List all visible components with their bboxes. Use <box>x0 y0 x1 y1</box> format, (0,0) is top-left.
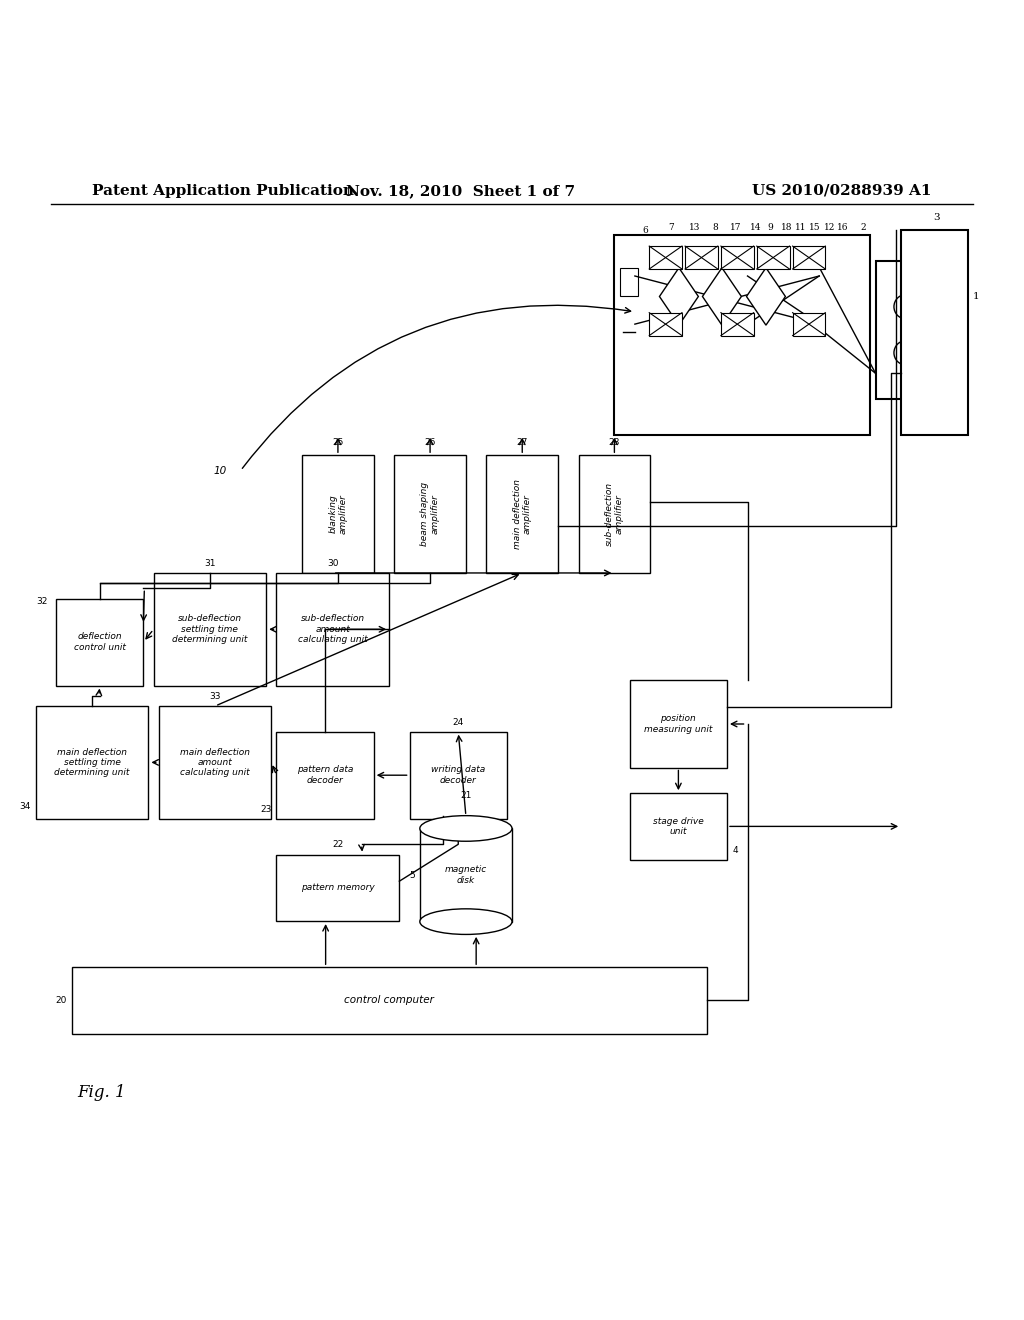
Polygon shape <box>702 268 741 325</box>
Text: magnetic
disk: magnetic disk <box>444 866 487 884</box>
Text: main deflection
amount
calculating unit: main deflection amount calculating unit <box>180 747 250 777</box>
Bar <box>276 573 389 685</box>
Text: control computer: control computer <box>344 995 434 1006</box>
Text: 1: 1 <box>973 292 979 301</box>
Text: 3: 3 <box>934 213 940 222</box>
Text: stage drive
unit: stage drive unit <box>653 817 703 836</box>
Text: 13: 13 <box>688 223 700 232</box>
Text: 20: 20 <box>55 997 67 1005</box>
Bar <box>614 235 870 434</box>
Text: 25: 25 <box>332 438 344 447</box>
Text: 7: 7 <box>668 223 674 232</box>
Text: main deflection
settling time
determining unit: main deflection settling time determinin… <box>54 747 130 777</box>
Text: 24: 24 <box>453 718 464 726</box>
Bar <box>410 731 507 818</box>
Text: 34: 34 <box>19 801 31 810</box>
Bar <box>394 455 466 573</box>
Text: deflection
control unit: deflection control unit <box>74 632 126 652</box>
Bar <box>793 246 825 269</box>
Bar <box>901 230 968 434</box>
Text: US 2010/0288939 A1: US 2010/0288939 A1 <box>753 183 932 198</box>
Bar <box>276 854 399 921</box>
Text: 9: 9 <box>767 223 773 232</box>
Bar <box>486 455 558 573</box>
Text: 5: 5 <box>409 871 415 879</box>
Bar <box>757 246 790 269</box>
Bar <box>721 246 754 269</box>
Bar <box>685 246 718 269</box>
Bar <box>630 681 727 767</box>
Text: 33: 33 <box>209 692 221 701</box>
Text: Nov. 18, 2010  Sheet 1 of 7: Nov. 18, 2010 Sheet 1 of 7 <box>346 183 575 198</box>
Text: blanking
amplifier: blanking amplifier <box>329 494 347 535</box>
Bar <box>56 598 143 685</box>
Polygon shape <box>659 268 698 325</box>
Text: writing data
decoder: writing data decoder <box>431 766 485 785</box>
Text: 21: 21 <box>460 791 472 800</box>
Bar <box>876 260 937 399</box>
Ellipse shape <box>420 909 512 935</box>
Text: 6: 6 <box>642 226 648 235</box>
Text: 31: 31 <box>204 558 216 568</box>
Text: pattern memory: pattern memory <box>301 883 375 892</box>
Bar <box>276 731 374 818</box>
Text: 22: 22 <box>333 841 343 850</box>
Text: 16: 16 <box>837 223 849 232</box>
Text: main deflection
amplifier: main deflection amplifier <box>513 479 531 549</box>
Text: 4: 4 <box>732 846 737 854</box>
Bar <box>630 793 727 859</box>
Bar <box>420 829 512 921</box>
Text: 2: 2 <box>860 223 866 232</box>
Text: 30: 30 <box>327 558 339 568</box>
Bar <box>649 246 682 269</box>
Bar <box>154 573 266 685</box>
Text: 27: 27 <box>516 438 528 447</box>
Text: 10: 10 <box>214 466 226 475</box>
Text: 12: 12 <box>823 223 836 232</box>
Text: 8: 8 <box>712 223 718 232</box>
Bar <box>36 706 148 818</box>
Text: pattern data
decoder: pattern data decoder <box>297 766 353 785</box>
Text: sub-deflection
amount
calculating unit: sub-deflection amount calculating unit <box>298 614 368 644</box>
Bar <box>649 313 682 335</box>
Bar <box>159 706 271 818</box>
Text: 32: 32 <box>37 597 48 606</box>
Bar <box>793 313 825 335</box>
Text: sub-deflection
settling time
determining unit: sub-deflection settling time determining… <box>172 614 248 644</box>
Text: 26: 26 <box>424 438 436 447</box>
Text: 23: 23 <box>260 805 271 813</box>
Text: Fig. 1: Fig. 1 <box>77 1084 125 1101</box>
Bar <box>579 455 650 573</box>
Text: Patent Application Publication: Patent Application Publication <box>92 183 354 198</box>
Bar <box>302 455 374 573</box>
Bar <box>72 968 707 1034</box>
Text: sub-deflection
amplifier: sub-deflection amplifier <box>605 482 624 546</box>
Text: beam shaping
amplifier: beam shaping amplifier <box>421 482 439 546</box>
Ellipse shape <box>420 816 512 841</box>
Bar <box>620 268 638 297</box>
Text: 14: 14 <box>750 223 762 232</box>
Polygon shape <box>746 268 785 325</box>
Text: 15: 15 <box>809 223 821 232</box>
Text: 11: 11 <box>795 223 807 232</box>
Text: 28: 28 <box>608 438 621 447</box>
Bar <box>721 313 754 335</box>
Text: 17: 17 <box>729 223 741 232</box>
Text: 18: 18 <box>780 223 793 232</box>
Text: position
measuring unit: position measuring unit <box>644 714 713 734</box>
